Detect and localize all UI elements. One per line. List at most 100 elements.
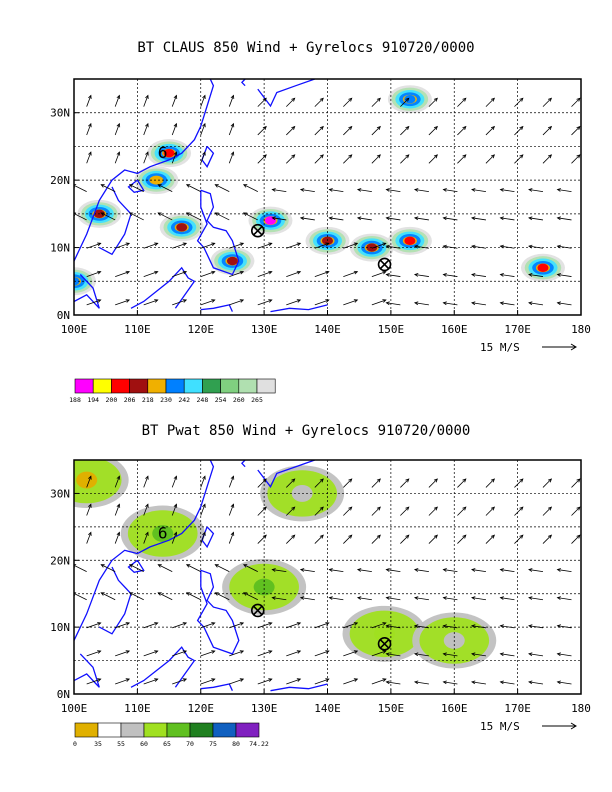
wind-vector-head — [211, 622, 216, 626]
wind-vector-head — [128, 184, 134, 188]
coastline — [257, 79, 316, 108]
colorbar-label: 80 — [232, 740, 240, 748]
wind-vector — [257, 271, 272, 277]
wind-vector-head — [413, 624, 419, 629]
wind-vector — [114, 532, 120, 544]
wind-vector-head — [556, 301, 561, 306]
wind-vector — [329, 189, 344, 193]
contour-core — [404, 236, 416, 246]
chart-2-title: BT Pwat 850 Wind + Gyrelocs 910720/0000 — [141, 423, 471, 439]
coastline — [74, 460, 215, 641]
wind-vector — [186, 564, 201, 573]
wind-vector — [257, 154, 267, 164]
wind-vector-head — [328, 596, 333, 600]
wind-vector-head — [125, 678, 131, 682]
colorbar-label: 254 — [215, 396, 227, 404]
wind-vector — [443, 681, 458, 685]
wind-vector-head — [576, 478, 581, 483]
wind-vector — [257, 678, 272, 685]
wind-vector-head — [319, 125, 324, 131]
wind-vector-head — [462, 154, 467, 159]
coastline — [98, 566, 132, 635]
wind-vector — [514, 534, 524, 544]
wind-vector-head — [471, 273, 476, 277]
wind-vector-head — [291, 478, 296, 483]
wind-vector-head — [328, 188, 333, 192]
wind-vector — [286, 154, 295, 164]
wind-vector-head — [353, 650, 359, 654]
wind-vector — [343, 242, 358, 249]
chart-1-title: BT CLAUS 850 Wind + Gyrelocs 910720/0000 — [137, 40, 475, 56]
wind-vector-head — [348, 506, 353, 511]
wind-vector — [414, 245, 429, 249]
wind-vector-head — [348, 534, 353, 539]
wind-vector — [557, 189, 572, 193]
wind-vector — [86, 271, 101, 277]
x-tick-label: 110E — [124, 323, 151, 336]
wind-vector — [171, 476, 177, 488]
wind-vector — [172, 271, 187, 277]
wind-vector — [371, 534, 381, 544]
wind-vector-head — [353, 622, 359, 626]
wind-vector — [557, 653, 572, 657]
wind-vector — [200, 476, 206, 488]
chart-1-claus: 6 100E 110E 120E 130E 140E 150E 160E 170E 180 0N 10… — [50, 78, 591, 404]
wind-vector — [200, 123, 206, 136]
x-tick-label: 150E — [378, 702, 405, 715]
wind-vector-head — [182, 622, 188, 626]
wind-vector — [314, 271, 329, 277]
wind-vector — [471, 217, 486, 221]
wind-vector-head — [556, 568, 561, 572]
wind-vector — [215, 592, 230, 601]
wind-vector-head — [490, 154, 495, 159]
wind-vector — [500, 625, 515, 629]
wind-vector — [542, 506, 552, 516]
wind-vector — [371, 271, 386, 277]
wind-vector — [229, 678, 244, 685]
wind-vector-head — [268, 650, 273, 654]
contour-core — [74, 277, 80, 286]
wind-vector-head — [442, 652, 447, 657]
wind-vector-head — [353, 678, 359, 682]
wind-vector — [386, 597, 401, 601]
wind-vector — [74, 213, 87, 221]
contour-core — [176, 223, 188, 232]
wind-vector — [257, 650, 272, 657]
wind-vector-head — [116, 151, 121, 156]
wind-vector — [514, 126, 524, 136]
wind-vector-head — [519, 478, 524, 483]
wind-vector-head — [296, 622, 302, 626]
wind-vector — [428, 154, 438, 164]
wind-vector — [386, 625, 401, 629]
wind-vector-head — [490, 534, 495, 539]
wind-vector-head — [576, 97, 581, 102]
wind-vector-head — [154, 270, 159, 275]
wind-vector-head — [385, 568, 390, 572]
wind-vector-head — [547, 478, 553, 483]
wind-vector — [371, 678, 386, 685]
reference-vector-head — [570, 343, 577, 351]
wind-vector-head — [325, 650, 330, 654]
wind-vector-head — [556, 188, 561, 192]
wind-vector — [343, 622, 358, 629]
wind-vector — [314, 126, 324, 136]
wind-vector-head — [125, 270, 131, 275]
x-tick-label: 140E — [314, 702, 341, 715]
wind-vector — [115, 622, 130, 629]
wind-vector — [457, 478, 467, 488]
wind-vector-head — [385, 244, 390, 249]
wind-vector-head — [296, 678, 302, 682]
wind-vector-head — [291, 534, 296, 539]
wind-vector — [314, 97, 324, 107]
wind-vector-head — [519, 506, 524, 511]
wind-vector — [571, 154, 581, 164]
wind-vector-head — [268, 678, 273, 682]
wind-vector-head — [556, 273, 561, 277]
colorbar-label: 74.22 — [249, 740, 269, 748]
wind-vector-head — [462, 125, 467, 131]
wind-vector — [500, 217, 515, 221]
wind-vector-head — [547, 534, 553, 539]
wind-vector — [314, 299, 329, 306]
wind-vector-head — [296, 242, 302, 247]
wind-vector-head — [385, 652, 390, 657]
